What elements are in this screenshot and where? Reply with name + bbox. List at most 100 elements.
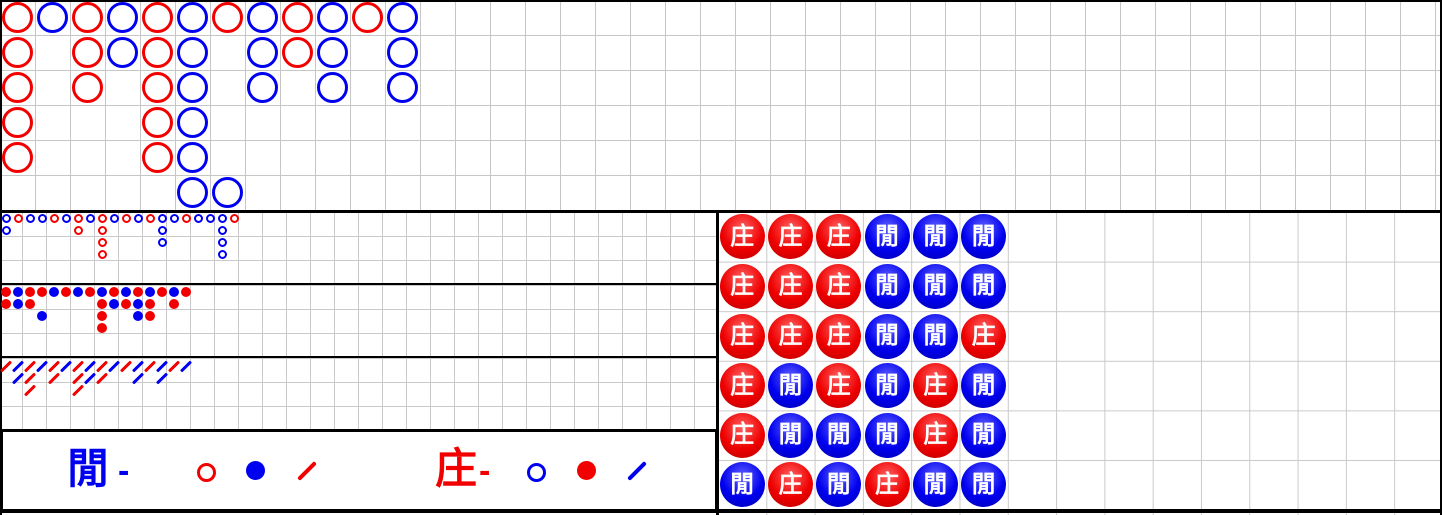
- bead-label: 庄: [826, 272, 851, 300]
- big-eye-marker: [74, 214, 83, 223]
- divider-left: [0, 0, 2, 515]
- bead-marker: 閒: [864, 263, 910, 309]
- bead-marker: 閒: [864, 412, 910, 458]
- small-road-marker: [109, 299, 119, 309]
- bead-label: 閒: [875, 421, 900, 449]
- small-road-marker: [181, 287, 191, 297]
- bead-marker: 閒: [767, 363, 813, 409]
- small-road-marker: [133, 287, 143, 297]
- bead-marker: 閒: [961, 462, 1007, 508]
- bead-label: 閒: [971, 371, 996, 399]
- big-road-marker: [37, 2, 68, 33]
- big-eye-marker: [230, 214, 239, 223]
- bead-marker: 閒: [912, 263, 958, 309]
- big-road-marker: [142, 2, 173, 33]
- big-eye-marker: [218, 250, 227, 259]
- big-eye-marker: [206, 214, 215, 223]
- bead-label: 閒: [875, 222, 900, 250]
- small-road-marker: [1, 299, 11, 309]
- big-eye-marker: [158, 238, 167, 247]
- big-road-marker: [72, 2, 103, 33]
- divider-big-eye-bottom: [0, 283, 718, 285]
- big-road-marker: [317, 37, 348, 68]
- bead-label: 閒: [971, 470, 996, 498]
- small-road-marker: [25, 299, 35, 309]
- small-road-marker: [169, 287, 179, 297]
- small-road-marker: [61, 287, 71, 297]
- divider-bottom: [0, 509, 1442, 513]
- banker-hollow-circle-icon: [527, 463, 546, 482]
- legend-banker-label: 庄: [435, 445, 478, 492]
- bead-marker: 庄: [864, 462, 910, 508]
- bead-label: 庄: [826, 222, 851, 250]
- bead-marker: 庄: [719, 214, 765, 260]
- small-road-marker: [13, 299, 23, 309]
- big-eye-marker: [146, 214, 155, 223]
- bead-marker: 庄: [767, 462, 813, 508]
- small-road-panel: [0, 285, 718, 356]
- big-road-marker: [212, 177, 243, 208]
- big-road-marker: [387, 72, 418, 103]
- big-eye-road-panel: [0, 212, 718, 283]
- big-eye-marker: [50, 214, 59, 223]
- bead-marker: 庄: [816, 313, 862, 359]
- bead-marker: 閒: [816, 462, 862, 508]
- small-road-marker: [97, 287, 107, 297]
- player-solid-circle-icon: [246, 461, 265, 480]
- small-road-marker: [169, 299, 179, 309]
- big-road-panel: [0, 0, 1442, 211]
- small-road-marker: [145, 311, 155, 321]
- big-road-marker: [177, 107, 208, 138]
- bead-label: 庄: [778, 222, 803, 250]
- bead-marker: 閒: [767, 412, 813, 458]
- player-slash-icon: [297, 461, 317, 481]
- bead-label: 庄: [730, 322, 755, 349]
- big-road-marker: [107, 37, 138, 68]
- big-road-marker: [72, 72, 103, 103]
- big-eye-marker: [74, 226, 83, 235]
- bead-marker: 閒: [961, 412, 1007, 458]
- banker-solid-circle-icon: [577, 461, 596, 480]
- big-eye-marker: [98, 250, 107, 259]
- bead-label: 閒: [875, 322, 900, 349]
- big-road-marker: [177, 142, 208, 173]
- big-eye-marker: [62, 214, 71, 223]
- small-road-marker: [145, 299, 155, 309]
- small-road-marker: [13, 287, 23, 297]
- small-road-marker: [73, 287, 83, 297]
- bead-label: 庄: [730, 272, 755, 300]
- small-road-marker: [121, 287, 131, 297]
- big-road-marker: [142, 142, 173, 173]
- bead-label: 閒: [730, 470, 755, 498]
- bead-marker: 庄: [767, 214, 813, 260]
- big-road-marker: [107, 2, 138, 33]
- bead-label: 庄: [730, 371, 755, 399]
- bead-marker: 閒: [864, 363, 910, 409]
- bead-label: 閒: [923, 222, 948, 250]
- bead-marker: 庄: [767, 263, 813, 309]
- small-road-marker: [97, 323, 107, 333]
- big-eye-marker: [2, 214, 11, 223]
- bead-marker: 閒: [912, 313, 958, 359]
- bead-label: 庄: [730, 222, 755, 250]
- bead-marker: 閒: [961, 214, 1007, 260]
- bead-label: 閒: [778, 371, 803, 399]
- big-road-marker: [2, 72, 33, 103]
- small-road-marker: [133, 299, 143, 309]
- player-hollow-circle-icon: [197, 463, 216, 482]
- big-road-marker: [387, 2, 418, 33]
- big-road-marker: [247, 72, 278, 103]
- bead-label: 庄: [730, 421, 755, 449]
- small-road-marker: [85, 287, 95, 297]
- bead-label: 閒: [875, 371, 900, 399]
- big-road-marker: [177, 37, 208, 68]
- bead-marker: 庄: [767, 313, 813, 359]
- bead-label: 閒: [971, 421, 996, 449]
- bead-marker: 庄: [719, 363, 765, 409]
- big-road-marker: [352, 2, 383, 33]
- bead-marker: 庄: [719, 313, 765, 359]
- big-road-marker: [247, 2, 278, 33]
- small-road-marker: [1, 287, 11, 297]
- bead-label: 閒: [778, 421, 803, 449]
